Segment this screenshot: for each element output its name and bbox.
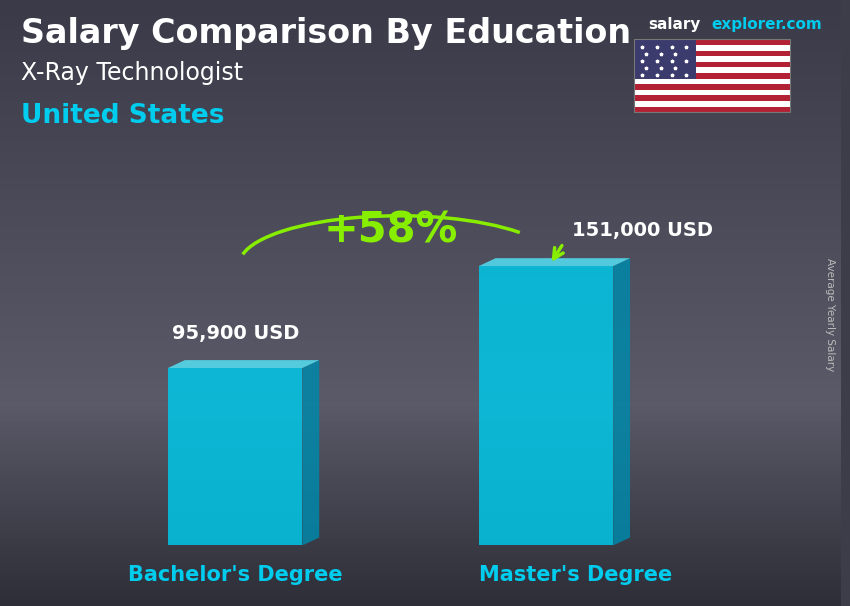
Polygon shape: [168, 360, 320, 368]
FancyBboxPatch shape: [634, 73, 790, 79]
FancyBboxPatch shape: [634, 39, 696, 79]
FancyBboxPatch shape: [634, 50, 790, 56]
Text: salary: salary: [649, 17, 701, 32]
Text: Bachelor's Degree: Bachelor's Degree: [128, 565, 343, 585]
FancyBboxPatch shape: [634, 67, 790, 73]
Text: United States: United States: [21, 103, 224, 129]
Text: Salary Comparison By Education: Salary Comparison By Education: [21, 17, 632, 50]
FancyBboxPatch shape: [634, 79, 790, 84]
Text: 95,900 USD: 95,900 USD: [172, 324, 299, 343]
FancyBboxPatch shape: [634, 45, 790, 50]
FancyBboxPatch shape: [634, 90, 790, 95]
Text: explorer.com: explorer.com: [711, 17, 822, 32]
FancyBboxPatch shape: [634, 107, 790, 112]
Polygon shape: [479, 258, 630, 266]
FancyBboxPatch shape: [634, 95, 790, 101]
Text: Master's Degree: Master's Degree: [479, 565, 672, 585]
Polygon shape: [613, 258, 630, 545]
FancyBboxPatch shape: [634, 56, 790, 62]
Polygon shape: [303, 360, 320, 545]
Polygon shape: [168, 368, 303, 545]
FancyBboxPatch shape: [634, 62, 790, 67]
FancyBboxPatch shape: [634, 39, 790, 45]
FancyBboxPatch shape: [634, 101, 790, 107]
Polygon shape: [479, 266, 613, 545]
Text: +58%: +58%: [324, 210, 458, 252]
Text: Average Yearly Salary: Average Yearly Salary: [825, 259, 835, 371]
FancyBboxPatch shape: [634, 84, 790, 90]
Text: X-Ray Technologist: X-Ray Technologist: [21, 61, 243, 85]
Text: 151,000 USD: 151,000 USD: [572, 221, 713, 240]
